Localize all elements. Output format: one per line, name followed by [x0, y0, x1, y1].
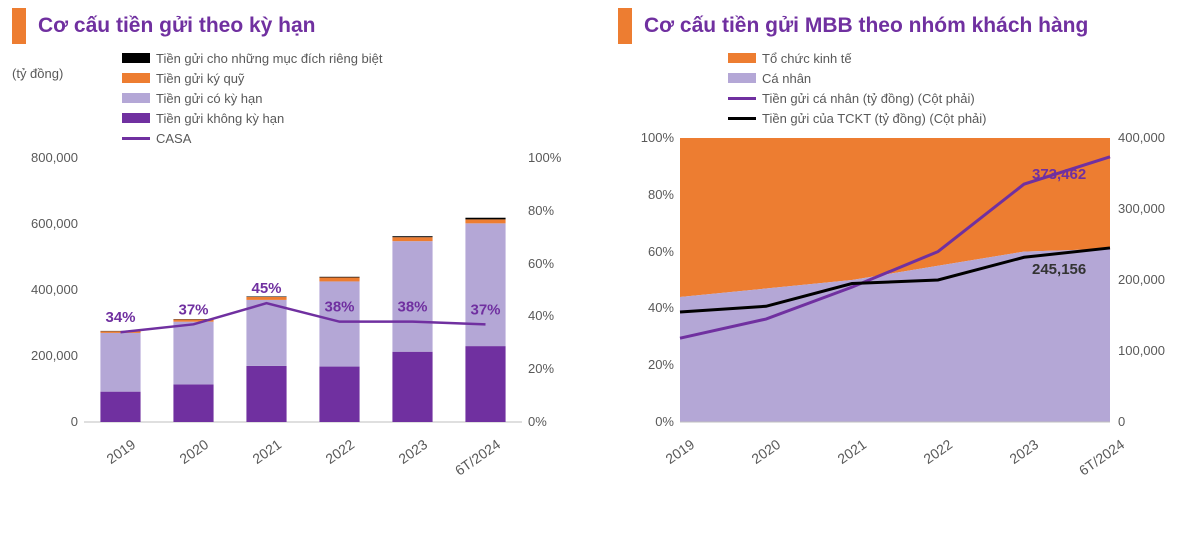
- casa-label: 45%: [251, 280, 281, 297]
- legend-item: Tiền gửi ký quỹ: [122, 68, 582, 88]
- bar-segment: [392, 241, 432, 352]
- legend-swatch: [728, 117, 756, 120]
- legend-label: Tổ chức kinh tế: [762, 51, 852, 66]
- casa-label: 38%: [324, 299, 354, 316]
- bar-segment: [392, 236, 432, 237]
- left-chart-panel: Cơ cấu tiền gửi theo kỳ hạn (tỷ đồng) Ti…: [0, 0, 594, 540]
- legend-label: Tiền gửi ký quỹ: [156, 71, 244, 86]
- bar-segment: [465, 219, 505, 223]
- right-chart-panel: Cơ cấu tiền gửi MBB theo nhóm khách hàng…: [606, 0, 1200, 540]
- y-right-tick: 0%: [528, 414, 547, 429]
- legend-swatch: [728, 73, 756, 83]
- title-accent: [12, 8, 26, 44]
- left-unit: (tỷ đồng): [12, 66, 63, 81]
- left-title-bar: Cơ cấu tiền gửi theo kỳ hạn: [12, 8, 582, 44]
- legend-swatch: [122, 137, 150, 140]
- bar-segment: [100, 333, 140, 392]
- bar-segment: [465, 223, 505, 346]
- bar-segment: [392, 352, 432, 422]
- bar-segment: [173, 384, 213, 422]
- y-right-tick: 0: [1118, 414, 1125, 429]
- legend-item: Tiền gửi có kỳ hạn: [122, 88, 582, 108]
- legend-item: CASA: [122, 128, 582, 148]
- bar-segment: [319, 281, 359, 366]
- y-left-tick: 200,000: [16, 348, 78, 363]
- y-left-tick: 60%: [624, 244, 674, 259]
- left-legend: Tiền gửi cho những mục đích riêng biệt Ti…: [122, 48, 582, 148]
- casa-label: 37%: [178, 301, 208, 318]
- legend-item: Tiền gửi cho những mục đích riêng biệt: [122, 48, 582, 68]
- casa-label: 38%: [397, 299, 427, 316]
- y-left-tick: 80%: [624, 187, 674, 202]
- y-right-tick: 60%: [528, 256, 554, 271]
- legend-swatch: [122, 93, 150, 103]
- bar-segment: [465, 346, 505, 422]
- y-right-tick: 40%: [528, 308, 554, 323]
- bar-segment: [465, 218, 505, 220]
- legend-item: Tiền gửi cá nhân (tỷ đồng) (Cột phải): [728, 88, 1188, 108]
- y-left-tick: 40%: [624, 300, 674, 315]
- bar-segment: [100, 392, 140, 422]
- legend-label: Tiền gửi của TCKT (tỷ đồng) (Cột phải): [762, 111, 987, 126]
- right-title: Cơ cấu tiền gửi MBB theo nhóm khách hàng: [644, 14, 1088, 38]
- y-left-tick: 0: [16, 414, 78, 429]
- y-right-tick: 20%: [528, 361, 554, 376]
- y-left-tick: 0%: [624, 414, 674, 429]
- end-label-personal: 373,462: [1032, 166, 1086, 183]
- y-right-tick: 400,000: [1118, 130, 1165, 145]
- legend-item: Tổ chức kinh tế: [728, 48, 1188, 68]
- bar-segment: [392, 237, 432, 241]
- bar-segment: [319, 277, 359, 278]
- legend-label: CASA: [156, 131, 191, 146]
- casa-label: 34%: [105, 309, 135, 326]
- y-right-tick: 80%: [528, 203, 554, 218]
- left-title: Cơ cấu tiền gửi theo kỳ hạn: [38, 14, 316, 38]
- right-legend: Tổ chức kinh tế Cá nhân Tiền gửi cá nhân (…: [728, 48, 1188, 128]
- legend-swatch: [728, 97, 756, 100]
- bar-segment: [173, 322, 213, 385]
- left-chart-area: 34% 37% 45% 38% 38% 37% 0 200,000 400,000 600,000…: [12, 148, 582, 468]
- y-left-tick: 600,000: [16, 216, 78, 231]
- legend-item: Tiền gửi không kỳ hạn: [122, 108, 582, 128]
- bar-segment: [246, 366, 286, 422]
- legend-label: Tiền gửi cá nhân (tỷ đồng) (Cột phải): [762, 91, 975, 106]
- y-left-tick: 100%: [624, 130, 674, 145]
- casa-label: 37%: [470, 301, 500, 318]
- legend-swatch: [122, 113, 150, 123]
- bar-segment: [246, 300, 286, 366]
- y-left-tick: 800,000: [16, 150, 78, 165]
- bar-segment: [246, 297, 286, 300]
- legend-swatch: [122, 53, 150, 63]
- y-left-tick: 400,000: [16, 282, 78, 297]
- legend-label: Tiền gửi không kỳ hạn: [156, 111, 284, 126]
- right-chart-area: 373,462 245,156 0% 20% 40% 60% 80% 100% 0 100,000…: [618, 128, 1188, 448]
- legend-label: Tiền gửi có kỳ hạn: [156, 91, 263, 106]
- end-label-tckt: 245,156: [1032, 261, 1086, 278]
- y-right-tick: 100,000: [1118, 343, 1165, 358]
- legend-item: Tiền gửi của TCKT (tỷ đồng) (Cột phải): [728, 108, 1188, 128]
- y-left-tick: 20%: [624, 357, 674, 372]
- bar-segment: [319, 277, 359, 281]
- legend-label: Tiền gửi cho những mục đích riêng biệt: [156, 51, 383, 66]
- bar-segment: [319, 367, 359, 422]
- legend-item: Cá nhân: [728, 68, 1188, 88]
- legend-swatch: [122, 73, 150, 83]
- y-right-tick: 100%: [528, 150, 561, 165]
- y-right-tick: 200,000: [1118, 272, 1165, 287]
- legend-label: Cá nhân: [762, 71, 811, 86]
- y-right-tick: 300,000: [1118, 201, 1165, 216]
- right-title-bar: Cơ cấu tiền gửi MBB theo nhóm khách hàng: [618, 8, 1188, 44]
- title-accent: [618, 8, 632, 44]
- legend-swatch: [728, 53, 756, 63]
